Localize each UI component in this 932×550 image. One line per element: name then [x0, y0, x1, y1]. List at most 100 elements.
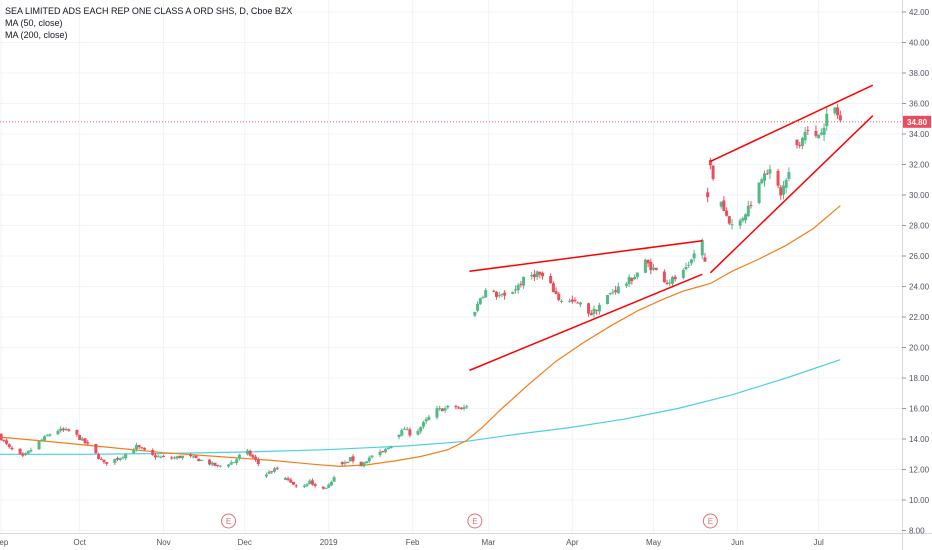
candle-body	[159, 456, 163, 458]
candle-body	[308, 480, 312, 485]
trendline[interactable]	[469, 240, 703, 272]
candle-body	[45, 435, 49, 437]
candle-body	[457, 407, 461, 409]
earnings-marker-label: E	[472, 517, 477, 526]
candle-body	[646, 259, 650, 264]
candle-body	[210, 462, 214, 465]
x-tick-label: Apr	[566, 538, 579, 547]
candle-body	[18, 448, 22, 454]
candle-body	[134, 445, 138, 450]
candle-body	[267, 471, 271, 474]
earnings-marker[interactable]	[467, 513, 483, 529]
candle-body	[94, 443, 98, 454]
candle-body	[302, 485, 306, 487]
candle-body	[768, 169, 772, 174]
candle-body	[578, 302, 582, 305]
candle-body	[597, 304, 601, 312]
candle-body	[478, 298, 482, 305]
x-tick-label: Oct	[73, 538, 86, 547]
candle-body	[532, 274, 536, 278]
candle-body	[438, 408, 442, 410]
candle-body	[191, 456, 195, 458]
candle-body	[727, 216, 731, 224]
candle-body	[251, 455, 255, 458]
candle-body	[218, 465, 222, 467]
candle-body	[649, 261, 653, 271]
candle-body	[784, 179, 788, 188]
candle-body	[97, 454, 101, 459]
candle-body	[614, 290, 618, 292]
price-axis-bg	[902, 0, 932, 550]
candle-body	[327, 484, 331, 488]
candle-body	[476, 303, 480, 311]
candle-body	[446, 405, 450, 408]
candle-body	[286, 478, 290, 480]
y-tick-label: 34.00	[909, 130, 930, 139]
earnings-marker[interactable]	[221, 513, 237, 529]
candle-body	[587, 303, 591, 314]
candle-body	[836, 107, 840, 116]
candle-body	[365, 461, 369, 464]
candle-body	[232, 462, 236, 464]
candle-body	[635, 272, 639, 277]
candle-body	[787, 172, 791, 179]
candle-body	[722, 200, 726, 211]
y-tick-label: 42.00	[909, 8, 930, 17]
x-tick-label: Nov	[156, 538, 170, 547]
trendline[interactable]	[469, 273, 703, 372]
candle-body	[389, 446, 393, 449]
earnings-marker-label: E	[226, 517, 231, 526]
candle-body	[229, 462, 233, 465]
earnings-marker-label: E	[708, 517, 713, 526]
candle-body	[283, 477, 287, 480]
candle-body	[749, 204, 753, 206]
candle-body	[492, 290, 496, 292]
candle-body	[549, 275, 553, 284]
candle-body	[75, 429, 79, 435]
candle-body	[519, 283, 523, 285]
y-tick-label: 28.00	[909, 222, 930, 231]
trendline[interactable]	[710, 84, 874, 163]
candle-body	[573, 300, 577, 302]
candle-body	[817, 134, 821, 139]
earnings-marker[interactable]	[702, 513, 718, 529]
candle-body	[627, 276, 631, 284]
candle-body	[156, 456, 160, 458]
y-tick-label: 12.00	[909, 466, 930, 475]
chart-legend: SEA LIMITED ADS EACH REP ONE CLASS A ORD…	[5, 5, 292, 41]
y-tick-label: 40.00	[909, 39, 930, 48]
x-tick-label: Sep	[0, 538, 9, 547]
candle-body	[162, 455, 166, 457]
candle-body	[440, 408, 444, 412]
y-tick-label: 36.00	[909, 100, 930, 109]
candle-body	[199, 459, 203, 461]
candle-body	[568, 300, 572, 302]
candle-body	[819, 132, 823, 135]
candle-body	[5, 440, 9, 444]
candle-body	[305, 484, 309, 487]
candle-body	[405, 428, 409, 430]
candle-body	[703, 257, 707, 262]
candle-body	[611, 291, 615, 293]
candle-body	[42, 436, 46, 441]
x-tick-label: May	[646, 538, 661, 547]
y-tick-label: 18.00	[909, 374, 930, 383]
candle-body	[208, 459, 212, 465]
candle-body	[554, 291, 558, 295]
candle-body	[151, 450, 155, 455]
last-price-label: 34.80	[907, 118, 928, 127]
trendline[interactable]	[709, 115, 874, 274]
candle-body	[402, 428, 406, 430]
candle-body	[7, 444, 11, 447]
candle-body	[595, 309, 599, 311]
y-tick-label: 22.00	[909, 313, 930, 322]
candle-body	[606, 294, 610, 304]
candle-body	[29, 449, 33, 452]
candle-body	[592, 308, 596, 314]
candle-body	[765, 173, 769, 175]
candle-body	[294, 485, 298, 487]
x-tick-label: Jul	[814, 538, 824, 547]
candle-body	[313, 484, 317, 486]
candle-body	[270, 471, 274, 473]
